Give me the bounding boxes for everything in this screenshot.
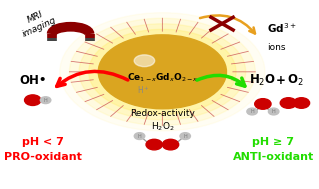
- Text: H: H: [183, 134, 187, 139]
- Text: pH ≥ 7: pH ≥ 7: [252, 137, 294, 147]
- Circle shape: [134, 133, 145, 139]
- Circle shape: [247, 108, 257, 115]
- Text: H: H: [44, 98, 48, 103]
- FancyArrowPatch shape: [200, 15, 255, 33]
- Text: O$_2$: O$_2$: [287, 73, 303, 88]
- Text: MRI
imaging: MRI imaging: [17, 6, 58, 39]
- Circle shape: [146, 139, 162, 150]
- Text: OH•: OH•: [19, 74, 47, 87]
- Text: H: H: [272, 109, 276, 114]
- Ellipse shape: [70, 18, 255, 125]
- Circle shape: [255, 99, 271, 109]
- Text: +: +: [275, 74, 285, 87]
- Text: pH < 7: pH < 7: [22, 137, 64, 147]
- Circle shape: [280, 98, 297, 108]
- Text: H$^+$: H$^+$: [137, 84, 150, 96]
- Ellipse shape: [134, 55, 155, 67]
- Text: H$_2$O: H$_2$O: [249, 73, 276, 88]
- Text: H: H: [250, 109, 254, 114]
- Circle shape: [180, 133, 190, 139]
- Text: ANTI-oxidant: ANTI-oxidant: [233, 152, 314, 162]
- Ellipse shape: [79, 24, 246, 120]
- Text: H: H: [137, 134, 141, 139]
- Text: PRO-oxidant: PRO-oxidant: [4, 152, 82, 162]
- Circle shape: [25, 95, 41, 105]
- Circle shape: [40, 97, 51, 104]
- Ellipse shape: [98, 35, 226, 109]
- Text: Redox-activity
H$_2$O$_2$: Redox-activity H$_2$O$_2$: [130, 109, 195, 133]
- Ellipse shape: [60, 13, 265, 131]
- Text: ions: ions: [267, 43, 286, 52]
- Text: Ce$_{1-x}$Gd$_x$O$_{2-x}$: Ce$_{1-x}$Gd$_x$O$_{2-x}$: [127, 71, 198, 84]
- Ellipse shape: [89, 29, 236, 114]
- FancyArrowPatch shape: [57, 71, 128, 86]
- Circle shape: [293, 98, 310, 108]
- Circle shape: [268, 108, 279, 115]
- Text: Gd$^{3+}$: Gd$^{3+}$: [267, 21, 297, 35]
- FancyArrowPatch shape: [197, 75, 245, 86]
- Circle shape: [162, 139, 179, 150]
